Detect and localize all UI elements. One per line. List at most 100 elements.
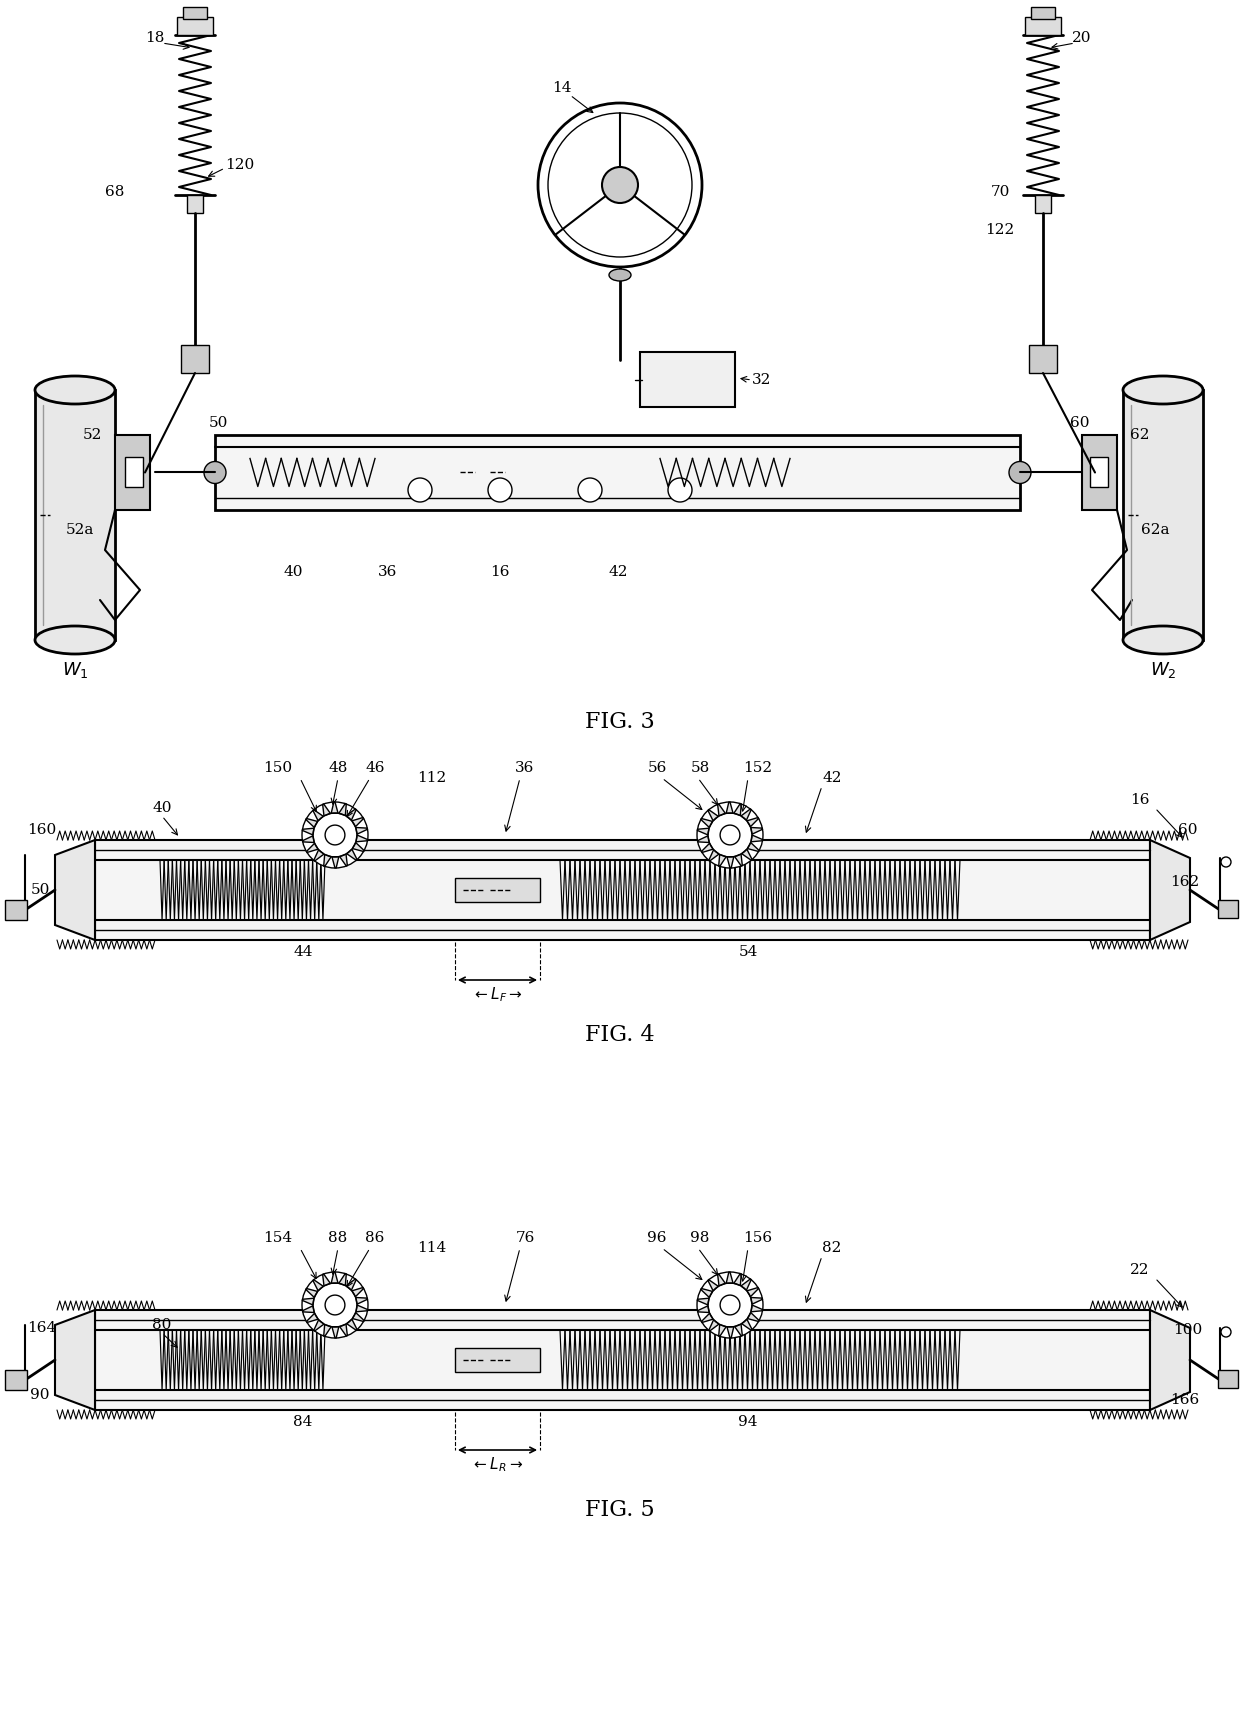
Polygon shape [702,844,713,853]
Ellipse shape [609,268,631,280]
Circle shape [538,103,702,266]
Text: 100: 100 [1173,1324,1203,1337]
Ellipse shape [35,626,115,653]
Text: 150: 150 [263,762,293,775]
Text: FIG. 3: FIG. 3 [585,712,655,732]
Text: 56: 56 [647,762,667,775]
Text: 84: 84 [294,1415,312,1428]
Polygon shape [742,810,751,820]
Polygon shape [356,1305,368,1312]
Text: 86: 86 [366,1231,384,1245]
Text: 162: 162 [1171,875,1199,889]
Polygon shape [331,803,339,813]
Text: 156: 156 [744,1231,773,1245]
Polygon shape [727,803,733,813]
Polygon shape [698,835,709,842]
Ellipse shape [1123,626,1203,653]
Polygon shape [356,827,367,834]
Polygon shape [352,818,363,827]
Polygon shape [748,842,759,851]
Polygon shape [306,1313,319,1322]
Polygon shape [727,1327,734,1337]
Text: 40: 40 [153,801,172,815]
Polygon shape [734,1324,743,1336]
Bar [1029,346,1056,373]
Polygon shape [742,1318,753,1331]
Circle shape [1221,1327,1231,1337]
Polygon shape [702,1313,713,1322]
Polygon shape [55,1310,95,1410]
Bar [1218,1370,1238,1387]
Polygon shape [718,804,725,817]
Polygon shape [709,849,719,861]
Polygon shape [331,1272,339,1284]
Circle shape [408,478,432,502]
Polygon shape [332,1327,339,1337]
Text: 40: 40 [283,566,303,579]
Polygon shape [303,1306,314,1313]
Polygon shape [742,1279,751,1291]
Circle shape [697,803,763,868]
Bar [215,435,1021,511]
Polygon shape [347,1318,357,1331]
Circle shape [720,825,740,846]
Text: 98: 98 [691,1231,709,1245]
Polygon shape [312,1279,324,1291]
Text: 16: 16 [1130,792,1149,806]
Text: $W_1$: $W_1$ [62,660,88,681]
Bar [1035,194,1052,213]
Text: 14: 14 [552,81,572,95]
Bar [640,352,735,407]
Text: 42: 42 [609,566,627,579]
Text: 32: 32 [753,373,771,387]
Polygon shape [701,1289,713,1298]
Bar [1218,901,1238,918]
Polygon shape [719,854,727,866]
Text: 88: 88 [329,1231,347,1245]
Polygon shape [322,804,330,817]
Bar [5,901,27,920]
Polygon shape [303,1298,314,1305]
Text: $\leftarrow L_F \rightarrow$: $\leftarrow L_F \rightarrow$ [471,985,522,1004]
Text: 50: 50 [208,416,228,430]
Polygon shape [340,854,347,866]
Text: 58: 58 [691,762,709,775]
Circle shape [668,478,692,502]
Text: 60: 60 [1070,416,1090,430]
Text: 36: 36 [516,762,534,775]
Polygon shape [734,803,742,815]
Polygon shape [709,1320,719,1331]
Polygon shape [750,827,763,834]
Polygon shape [306,1289,317,1298]
Bar [95,1310,1149,1410]
Bar [455,1348,539,1372]
Circle shape [303,1272,368,1337]
Polygon shape [746,818,759,827]
Text: 42: 42 [822,772,842,786]
Text: 154: 154 [263,1231,293,1245]
Polygon shape [734,1274,742,1286]
Polygon shape [339,1274,346,1286]
Text: 68: 68 [105,186,125,199]
Text: 18: 18 [145,31,165,45]
Polygon shape [346,1279,356,1291]
Ellipse shape [1123,376,1203,404]
Text: 70: 70 [991,186,1009,199]
Polygon shape [306,844,319,853]
Text: 46: 46 [366,762,384,775]
Polygon shape [742,849,753,860]
Text: 76: 76 [516,1231,534,1245]
Polygon shape [356,835,368,842]
Text: 48: 48 [329,762,347,775]
Text: 62: 62 [1130,428,1149,442]
Text: FIG. 4: FIG. 4 [585,1025,655,1045]
Text: 160: 160 [27,823,57,837]
Bar [184,7,207,19]
Polygon shape [708,1279,718,1291]
Text: 80: 80 [153,1318,171,1332]
Text: 166: 166 [1171,1392,1199,1406]
Polygon shape [748,1313,759,1322]
Circle shape [1009,461,1030,483]
Circle shape [325,1294,345,1315]
Bar [187,194,203,213]
